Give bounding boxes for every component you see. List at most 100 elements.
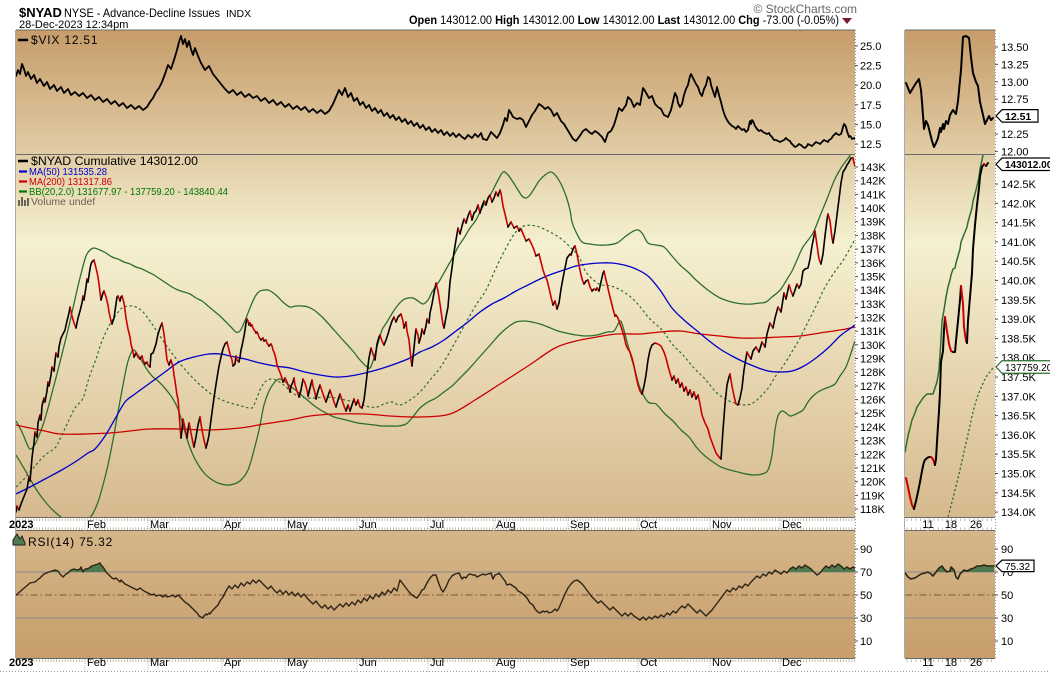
svg-text:Oct: Oct — [640, 519, 657, 531]
svg-text:137.0K: 137.0K — [1001, 391, 1037, 403]
svg-text:122K: 122K — [860, 449, 886, 461]
svg-text:141K: 141K — [860, 189, 886, 201]
svg-text:Jul: Jul — [430, 657, 444, 669]
svg-text:134.5K: 134.5K — [1001, 488, 1037, 500]
svg-text:135.0K: 135.0K — [1001, 469, 1037, 481]
svg-text:118K: 118K — [860, 504, 886, 516]
svg-text:121K: 121K — [860, 463, 886, 475]
svg-text:Jun: Jun — [359, 657, 377, 669]
svg-text:$NYAD Cumulative 143012.00: $NYAD Cumulative 143012.00 — [31, 154, 198, 168]
svg-text:12.25: 12.25 — [1001, 129, 1029, 141]
svg-text:133K: 133K — [860, 299, 886, 311]
svg-text:138K: 138K — [860, 230, 886, 242]
svg-text:135.5K: 135.5K — [1001, 449, 1037, 461]
svg-text:17.5: 17.5 — [860, 100, 881, 112]
svg-text:BB(20,2.0) 131677.97 - 137759.: BB(20,2.0) 131677.97 - 137759.20 - 14384… — [29, 186, 228, 198]
svg-text:142.5K: 142.5K — [1001, 179, 1037, 191]
svg-text:20.0: 20.0 — [860, 80, 881, 92]
svg-text:26: 26 — [970, 519, 982, 531]
svg-text:143K: 143K — [860, 162, 886, 174]
svg-text:INDX: INDX — [226, 8, 251, 20]
svg-text:135K: 135K — [860, 271, 886, 283]
svg-text:15.0: 15.0 — [860, 119, 881, 131]
svg-text:30: 30 — [860, 613, 872, 625]
svg-text:134.0K: 134.0K — [1001, 507, 1037, 519]
svg-text:13.50: 13.50 — [1001, 42, 1029, 54]
svg-text:Aug: Aug — [496, 519, 516, 531]
svg-text:Feb: Feb — [87, 519, 106, 531]
svg-text:120K: 120K — [860, 477, 886, 489]
svg-text:30: 30 — [1001, 613, 1013, 625]
svg-text:127K: 127K — [860, 381, 886, 393]
svg-text:Apr: Apr — [224, 519, 241, 531]
svg-text:Sep: Sep — [570, 657, 590, 669]
svg-text:May: May — [287, 657, 308, 669]
svg-text:Sep: Sep — [570, 519, 590, 531]
svg-text:126K: 126K — [860, 395, 886, 407]
svg-text:141.0K: 141.0K — [1001, 237, 1037, 249]
svg-text:136.5K: 136.5K — [1001, 411, 1037, 423]
svg-text:123K: 123K — [860, 436, 886, 448]
svg-text:130K: 130K — [860, 340, 886, 352]
svg-text:Nov: Nov — [712, 519, 732, 531]
svg-text:10: 10 — [1001, 636, 1013, 648]
svg-text:© StockCharts.com: © StockCharts.com — [753, 2, 857, 16]
svg-text:NYSE - Advance-Decline Issues: NYSE - Advance-Decline Issues — [64, 6, 220, 20]
svg-text:142K: 142K — [860, 176, 886, 188]
svg-text:18: 18 — [945, 519, 957, 531]
svg-text:140.5K: 140.5K — [1001, 256, 1037, 268]
svg-text:MA(50) 131535.28: MA(50) 131535.28 — [29, 166, 107, 178]
svg-text:11: 11 — [922, 657, 933, 669]
svg-text:Volume undef: Volume undef — [31, 196, 95, 208]
svg-text:139.0K: 139.0K — [1001, 314, 1037, 326]
svg-text:May: May — [287, 519, 308, 531]
svg-text:143012.00: 143012.00 — [1005, 160, 1050, 171]
svg-text:136K: 136K — [860, 258, 886, 270]
svg-text:90: 90 — [1001, 544, 1013, 556]
svg-text:13.00: 13.00 — [1001, 77, 1029, 89]
svg-text:50: 50 — [860, 590, 872, 602]
svg-text:Oct: Oct — [640, 657, 657, 669]
svg-text:138.5K: 138.5K — [1001, 333, 1037, 345]
svg-text:137K: 137K — [860, 244, 886, 256]
svg-text:Dec: Dec — [782, 519, 802, 531]
svg-text:13.25: 13.25 — [1001, 59, 1029, 71]
svg-text:RSI(14) 75.32: RSI(14) 75.32 — [28, 535, 113, 549]
svg-text:142.0K: 142.0K — [1001, 198, 1037, 210]
svg-text:Open 143012.00 High 143012.00: Open 143012.00 High 143012.00 Low 143012… — [409, 15, 839, 27]
svg-text:139.5K: 139.5K — [1001, 295, 1037, 307]
svg-text:125K: 125K — [860, 408, 886, 420]
svg-text:70: 70 — [860, 567, 872, 579]
svg-text:12.5: 12.5 — [860, 139, 881, 151]
svg-text:$NYAD: $NYAD — [19, 5, 62, 20]
svg-text:140K: 140K — [860, 203, 886, 215]
svg-text:Aug: Aug — [496, 657, 516, 669]
svg-text:26: 26 — [970, 657, 982, 669]
svg-text:136.0K: 136.0K — [1001, 430, 1037, 442]
svg-text:2023: 2023 — [9, 657, 33, 669]
svg-text:Mar: Mar — [150, 519, 169, 531]
svg-text:Apr: Apr — [224, 657, 241, 669]
svg-text:141.5K: 141.5K — [1001, 218, 1037, 230]
svg-text:25.0: 25.0 — [860, 41, 881, 53]
svg-text:50: 50 — [1001, 590, 1013, 602]
svg-text:137759.20: 137759.20 — [1005, 363, 1050, 374]
svg-text:10: 10 — [860, 636, 872, 648]
svg-text:90: 90 — [860, 544, 872, 556]
svg-text:11: 11 — [922, 519, 933, 531]
svg-text:28-Dec-2023 12:34pm: 28-Dec-2023 12:34pm — [19, 19, 128, 31]
svg-text:129K: 129K — [860, 354, 886, 366]
svg-text:22.5: 22.5 — [860, 61, 881, 73]
svg-text:MA(200) 131317.86: MA(200) 131317.86 — [29, 176, 112, 188]
svg-text:12.75: 12.75 — [1001, 94, 1029, 106]
svg-text:12.00: 12.00 — [1001, 146, 1029, 158]
svg-text:Nov: Nov — [712, 657, 732, 669]
svg-text:124K: 124K — [860, 422, 886, 434]
svg-text:119K: 119K — [860, 490, 886, 502]
svg-text:75.32: 75.32 — [1005, 562, 1030, 573]
svg-text:18: 18 — [945, 657, 957, 669]
svg-text:131K: 131K — [860, 326, 886, 338]
svg-text:Feb: Feb — [87, 657, 106, 669]
svg-text:137.5K: 137.5K — [1001, 372, 1037, 384]
svg-text:2023: 2023 — [9, 519, 33, 531]
